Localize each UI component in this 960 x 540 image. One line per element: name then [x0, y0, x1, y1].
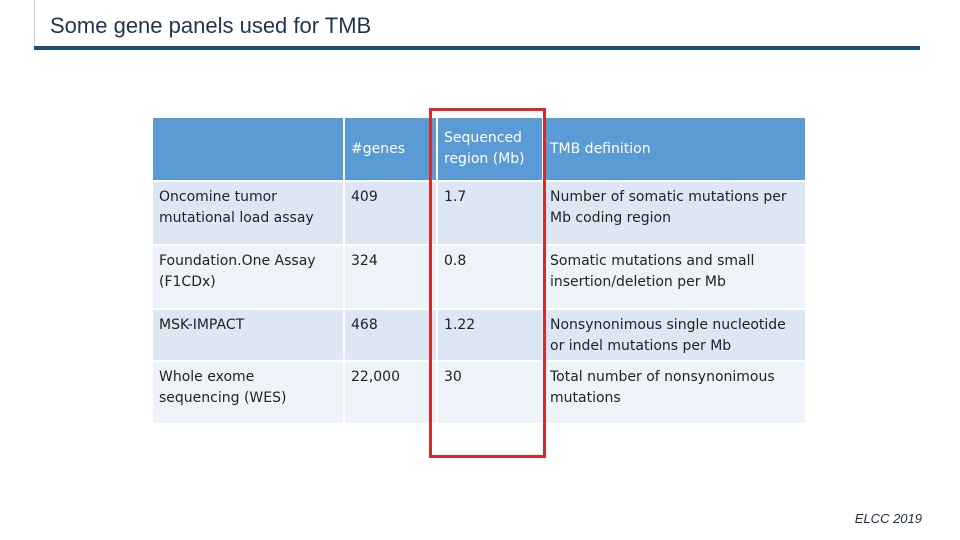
- cell-sequenced-region: 1.7: [437, 181, 544, 246]
- table-row: Foundation.One Assay (F1CDx) 324 0.8 Som…: [153, 245, 807, 310]
- cell-genes: 409: [344, 181, 438, 246]
- cell-panel: MSK-IMPACT: [153, 309, 345, 362]
- table-row: MSK-IMPACT 468 1.22 Nonsynonimous single…: [153, 309, 807, 362]
- cell-panel: Foundation.One Assay (F1CDx): [153, 245, 345, 310]
- slide-title: Some gene panels used for TMB: [50, 13, 372, 38]
- cell-panel: Whole exome sequencing (WES): [153, 361, 345, 425]
- title-underline: [34, 46, 920, 50]
- table-header-row: #genes Sequenced region (Mb) TMB definit…: [153, 118, 807, 182]
- gene-panels-table: #genes Sequenced region (Mb) TMB definit…: [153, 118, 807, 425]
- footer-conference-label: ELCC 2019: [854, 511, 922, 526]
- header-cell-tmb-definition: TMB definition: [543, 118, 807, 182]
- cell-genes: 468: [344, 309, 438, 362]
- header-cell-genes: #genes: [344, 118, 438, 182]
- title-left-divider: [34, 0, 35, 46]
- cell-tmb-definition: Nonsynonimous single nucleotide or indel…: [543, 309, 807, 362]
- cell-genes: 324: [344, 245, 438, 310]
- table-row: Oncomine tumor mutational load assay 409…: [153, 181, 807, 246]
- cell-sequenced-region: 0.8: [437, 245, 544, 310]
- table-row: Whole exome sequencing (WES) 22,000 30 T…: [153, 361, 807, 425]
- cell-tmb-definition: Number of somatic mutations per Mb codin…: [543, 181, 807, 246]
- cell-sequenced-region: 1.22: [437, 309, 544, 362]
- sequenced-region-highlight-box: [429, 108, 546, 458]
- cell-genes: 22,000: [344, 361, 438, 425]
- header-cell-panel: [153, 118, 345, 182]
- cell-tmb-definition: Total number of nonsynonimous mutations: [543, 361, 807, 425]
- cell-tmb-definition: Somatic mutations and small insertion/de…: [543, 245, 807, 310]
- cell-panel: Oncomine tumor mutational load assay: [153, 181, 345, 246]
- cell-sequenced-region: 30: [437, 361, 544, 425]
- header-cell-sequenced-region: Sequenced region (Mb): [437, 118, 544, 182]
